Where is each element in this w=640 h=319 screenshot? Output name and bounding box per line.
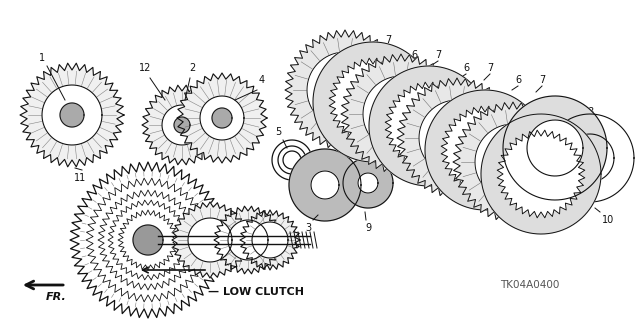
Text: 8: 8 bbox=[587, 107, 593, 117]
Text: 7: 7 bbox=[435, 50, 441, 60]
Polygon shape bbox=[188, 218, 232, 262]
Text: 9: 9 bbox=[365, 223, 371, 233]
Text: 10: 10 bbox=[602, 215, 614, 225]
Polygon shape bbox=[397, 78, 517, 198]
Polygon shape bbox=[86, 178, 210, 302]
Polygon shape bbox=[60, 103, 84, 127]
Polygon shape bbox=[108, 200, 188, 280]
Text: 5: 5 bbox=[275, 127, 281, 137]
Polygon shape bbox=[329, 58, 417, 146]
Polygon shape bbox=[497, 130, 585, 218]
Polygon shape bbox=[358, 173, 378, 193]
Polygon shape bbox=[289, 149, 361, 221]
Polygon shape bbox=[481, 114, 601, 234]
Polygon shape bbox=[240, 210, 300, 270]
Polygon shape bbox=[419, 100, 495, 176]
Polygon shape bbox=[503, 96, 607, 200]
Polygon shape bbox=[177, 73, 267, 163]
Polygon shape bbox=[546, 114, 634, 202]
Text: 6: 6 bbox=[515, 75, 521, 85]
Polygon shape bbox=[311, 171, 339, 199]
Text: 7: 7 bbox=[487, 63, 493, 73]
Polygon shape bbox=[133, 225, 163, 255]
Polygon shape bbox=[142, 85, 222, 165]
Polygon shape bbox=[214, 206, 282, 274]
Text: 6: 6 bbox=[463, 63, 469, 73]
Text: FR.: FR. bbox=[45, 292, 67, 302]
Text: 6: 6 bbox=[357, 35, 363, 45]
Polygon shape bbox=[172, 202, 248, 278]
Text: TK04A0400: TK04A0400 bbox=[500, 280, 560, 290]
Polygon shape bbox=[307, 52, 383, 128]
Polygon shape bbox=[200, 96, 244, 140]
Polygon shape bbox=[42, 85, 102, 145]
Text: 11: 11 bbox=[74, 173, 86, 183]
Polygon shape bbox=[70, 162, 226, 318]
Text: 12: 12 bbox=[139, 63, 151, 73]
Polygon shape bbox=[385, 82, 473, 170]
Polygon shape bbox=[566, 134, 614, 182]
Polygon shape bbox=[441, 106, 529, 194]
Polygon shape bbox=[313, 42, 433, 162]
Text: — LOW CLUTCH: — LOW CLUTCH bbox=[208, 287, 304, 297]
Text: 7: 7 bbox=[539, 75, 545, 85]
Polygon shape bbox=[228, 220, 268, 260]
Text: 1: 1 bbox=[39, 53, 45, 63]
Polygon shape bbox=[20, 63, 124, 167]
Polygon shape bbox=[527, 120, 583, 176]
Polygon shape bbox=[98, 190, 198, 290]
Polygon shape bbox=[343, 158, 393, 208]
Text: 4: 4 bbox=[259, 75, 265, 85]
Polygon shape bbox=[285, 30, 405, 150]
Polygon shape bbox=[363, 76, 439, 152]
Polygon shape bbox=[252, 222, 288, 258]
Polygon shape bbox=[453, 102, 573, 222]
Text: 2: 2 bbox=[189, 63, 195, 73]
Polygon shape bbox=[212, 108, 232, 128]
Polygon shape bbox=[118, 210, 178, 270]
Text: 7: 7 bbox=[385, 35, 391, 45]
Text: 3: 3 bbox=[305, 223, 311, 233]
Polygon shape bbox=[425, 90, 545, 210]
Polygon shape bbox=[369, 66, 489, 186]
Polygon shape bbox=[341, 54, 461, 174]
Polygon shape bbox=[174, 117, 190, 133]
Text: 6: 6 bbox=[411, 50, 417, 60]
Polygon shape bbox=[162, 105, 202, 145]
Polygon shape bbox=[475, 124, 551, 200]
